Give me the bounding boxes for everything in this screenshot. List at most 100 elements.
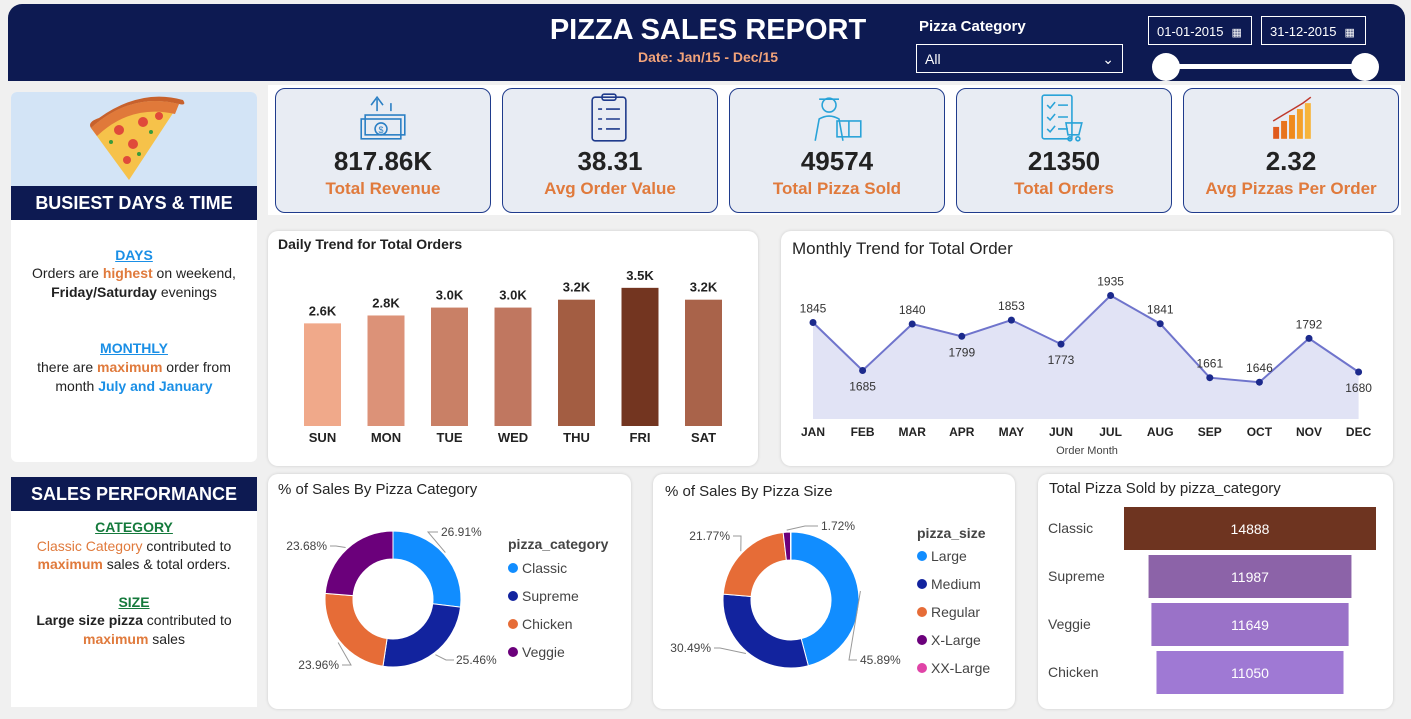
- checklist-icon: [1041, 94, 1083, 142]
- monthly-text-d: month: [55, 378, 99, 394]
- legend-swatch: [917, 607, 927, 617]
- size-legend-title: pizza_size: [917, 525, 986, 541]
- funnel-bar: [1156, 651, 1344, 694]
- chevron-down-icon: ⌄: [1102, 51, 1114, 67]
- daily-bar-label: 3.2K: [690, 280, 718, 295]
- legend-item[interactable]: Chicken: [508, 616, 573, 632]
- days-text-a: Orders are: [32, 265, 103, 281]
- category-heading-text: CATEGORY: [95, 519, 173, 535]
- kpi-value: 2.32: [1265, 146, 1317, 176]
- date-range-slider-end-handle[interactable]: [1351, 53, 1379, 81]
- monthly-x-tick: JUL: [1099, 425, 1122, 439]
- monthly-point: [859, 367, 867, 374]
- monthly-x-tick: APR: [949, 425, 975, 439]
- clipboard-icon: [591, 93, 627, 142]
- daily-x-tick: THU: [563, 430, 590, 445]
- daily-bar: [621, 287, 659, 426]
- legend-label: Chicken: [522, 616, 573, 632]
- funnel-value-label: 11987: [1231, 569, 1269, 585]
- monthly-point: [908, 320, 916, 328]
- days-text-c: on weekend,: [152, 265, 236, 281]
- monthly-x-tick: SEP: [1198, 425, 1222, 439]
- legend-swatch: [917, 579, 927, 589]
- funnel-bar: [1151, 603, 1349, 646]
- category-dropdown[interactable]: All ⌄: [916, 44, 1123, 73]
- monthly-point: [1206, 374, 1214, 382]
- size-line-1: Large size pizza contributed to: [11, 611, 257, 630]
- daily-x-tick: WED: [498, 430, 528, 445]
- busiest-banner: BUSIEST DAYS & TIME: [11, 186, 257, 220]
- donut-data-label: 30.49%: [670, 641, 711, 655]
- legend-item[interactable]: X-Large: [917, 632, 981, 648]
- legend-label: Classic: [522, 560, 568, 576]
- date-range-slider-start-handle[interactable]: [1152, 53, 1180, 81]
- category-text-c: maximum: [37, 556, 103, 572]
- donut-leader-line: [714, 647, 747, 655]
- category-filter-label: Pizza Category: [919, 18, 1026, 35]
- donut-slice: [382, 603, 462, 668]
- date-end-input[interactable]: 31-12-2015 ▦: [1261, 16, 1366, 45]
- legend-item[interactable]: Medium: [917, 576, 981, 592]
- page-subtitle: Date: Jan/15 - Dec/15: [637, 49, 779, 65]
- monthly-text-b: maximum: [97, 359, 163, 375]
- legend-item[interactable]: Classic: [508, 560, 567, 576]
- category-donut-chart: 26.91% 25.46% 23.96% 23.68%: [286, 525, 497, 672]
- daily-trend-card: Daily Trend for Total Orders 2.6K SUN 2.8K…: [268, 231, 758, 466]
- monthly-data-label: 1680: [1345, 381, 1372, 395]
- legend-item[interactable]: Large: [917, 548, 967, 564]
- date-start-input[interactable]: 01-01-2015 ▦: [1148, 16, 1252, 45]
- daily-bar-label: 2.6K: [309, 303, 337, 318]
- days-text-d: Friday/Saturday: [51, 284, 157, 300]
- legend-label: Regular: [931, 604, 981, 620]
- size-heading: SIZE: [11, 593, 257, 612]
- insights-panel-busiest: BUSIEST DAYS & TIME DAYS Orders are high…: [11, 92, 257, 462]
- monthly-data-label: 1935: [1097, 275, 1124, 289]
- donut-slice: [722, 531, 787, 598]
- category-line-2: maximum sales & total orders.: [11, 555, 257, 574]
- sales-performance-banner: SALES PERFORMANCE: [11, 477, 257, 511]
- kpi-label: Avg Pizzas Per Order: [1205, 179, 1377, 198]
- donut-leader-line: [733, 535, 742, 552]
- days-line-2: Friday/Saturday evenings: [11, 283, 257, 302]
- monthly-x-tick: MAR: [899, 425, 927, 439]
- monthly-text-c: order from: [162, 359, 231, 375]
- donut-slice: [789, 531, 792, 561]
- monthly-x-tick: AUG: [1147, 425, 1174, 439]
- size-donut-card: % of Sales By Pizza Size 45.89% 30.49% 21.…: [653, 474, 1015, 709]
- monthly-heading-text: MONTHLY: [100, 340, 168, 356]
- monthly-data-label: 1840: [899, 303, 926, 317]
- legend-swatch: [917, 663, 927, 673]
- monthly-x-tick: JUN: [1049, 425, 1073, 439]
- monthly-point: [958, 332, 966, 340]
- monthly-trend-card: Monthly Trend for Total Order 1845 JAN 168…: [781, 231, 1393, 466]
- date-range-slider-track[interactable]: [1165, 64, 1377, 69]
- legend-item[interactable]: Veggie: [508, 644, 565, 660]
- donut-leader-line: [786, 525, 818, 531]
- donut-slice: [392, 530, 462, 608]
- daily-bar-label: 3.2K: [563, 280, 591, 295]
- daily-x-tick: FRI: [630, 430, 651, 445]
- kpi-value: 817.86K: [333, 146, 433, 176]
- donut-leader-line: [330, 545, 346, 548]
- monthly-point: [1107, 292, 1115, 299]
- funnel-category-label: Veggie: [1048, 616, 1091, 632]
- size-text-d: sales: [148, 631, 185, 647]
- daily-bar-label: 3.0K: [499, 288, 527, 303]
- category-text-b: contributed to: [142, 538, 232, 554]
- monthly-trend-title: Monthly Trend for Total Order: [792, 239, 1013, 258]
- pizza-banner: [11, 92, 257, 186]
- monthly-point: [1057, 340, 1065, 348]
- monthly-data-label: 1799: [948, 345, 975, 359]
- donut-leader-line: [848, 590, 861, 661]
- legend-label: XX-Large: [931, 660, 991, 676]
- size-text-a: Large size pizza: [36, 612, 143, 628]
- legend-label: Large: [931, 548, 967, 564]
- legend-item[interactable]: Regular: [917, 604, 980, 620]
- days-heading-text: DAYS: [115, 247, 153, 263]
- monthly-text-a: there are: [37, 359, 98, 375]
- bar-growth-icon: [1272, 96, 1312, 139]
- daily-bar: [304, 323, 341, 426]
- legend-item[interactable]: XX-Large: [917, 660, 990, 676]
- legend-item[interactable]: Supreme: [508, 588, 579, 604]
- kpi-card-total-revenue: $ 817.86K Total Revenue: [275, 88, 491, 213]
